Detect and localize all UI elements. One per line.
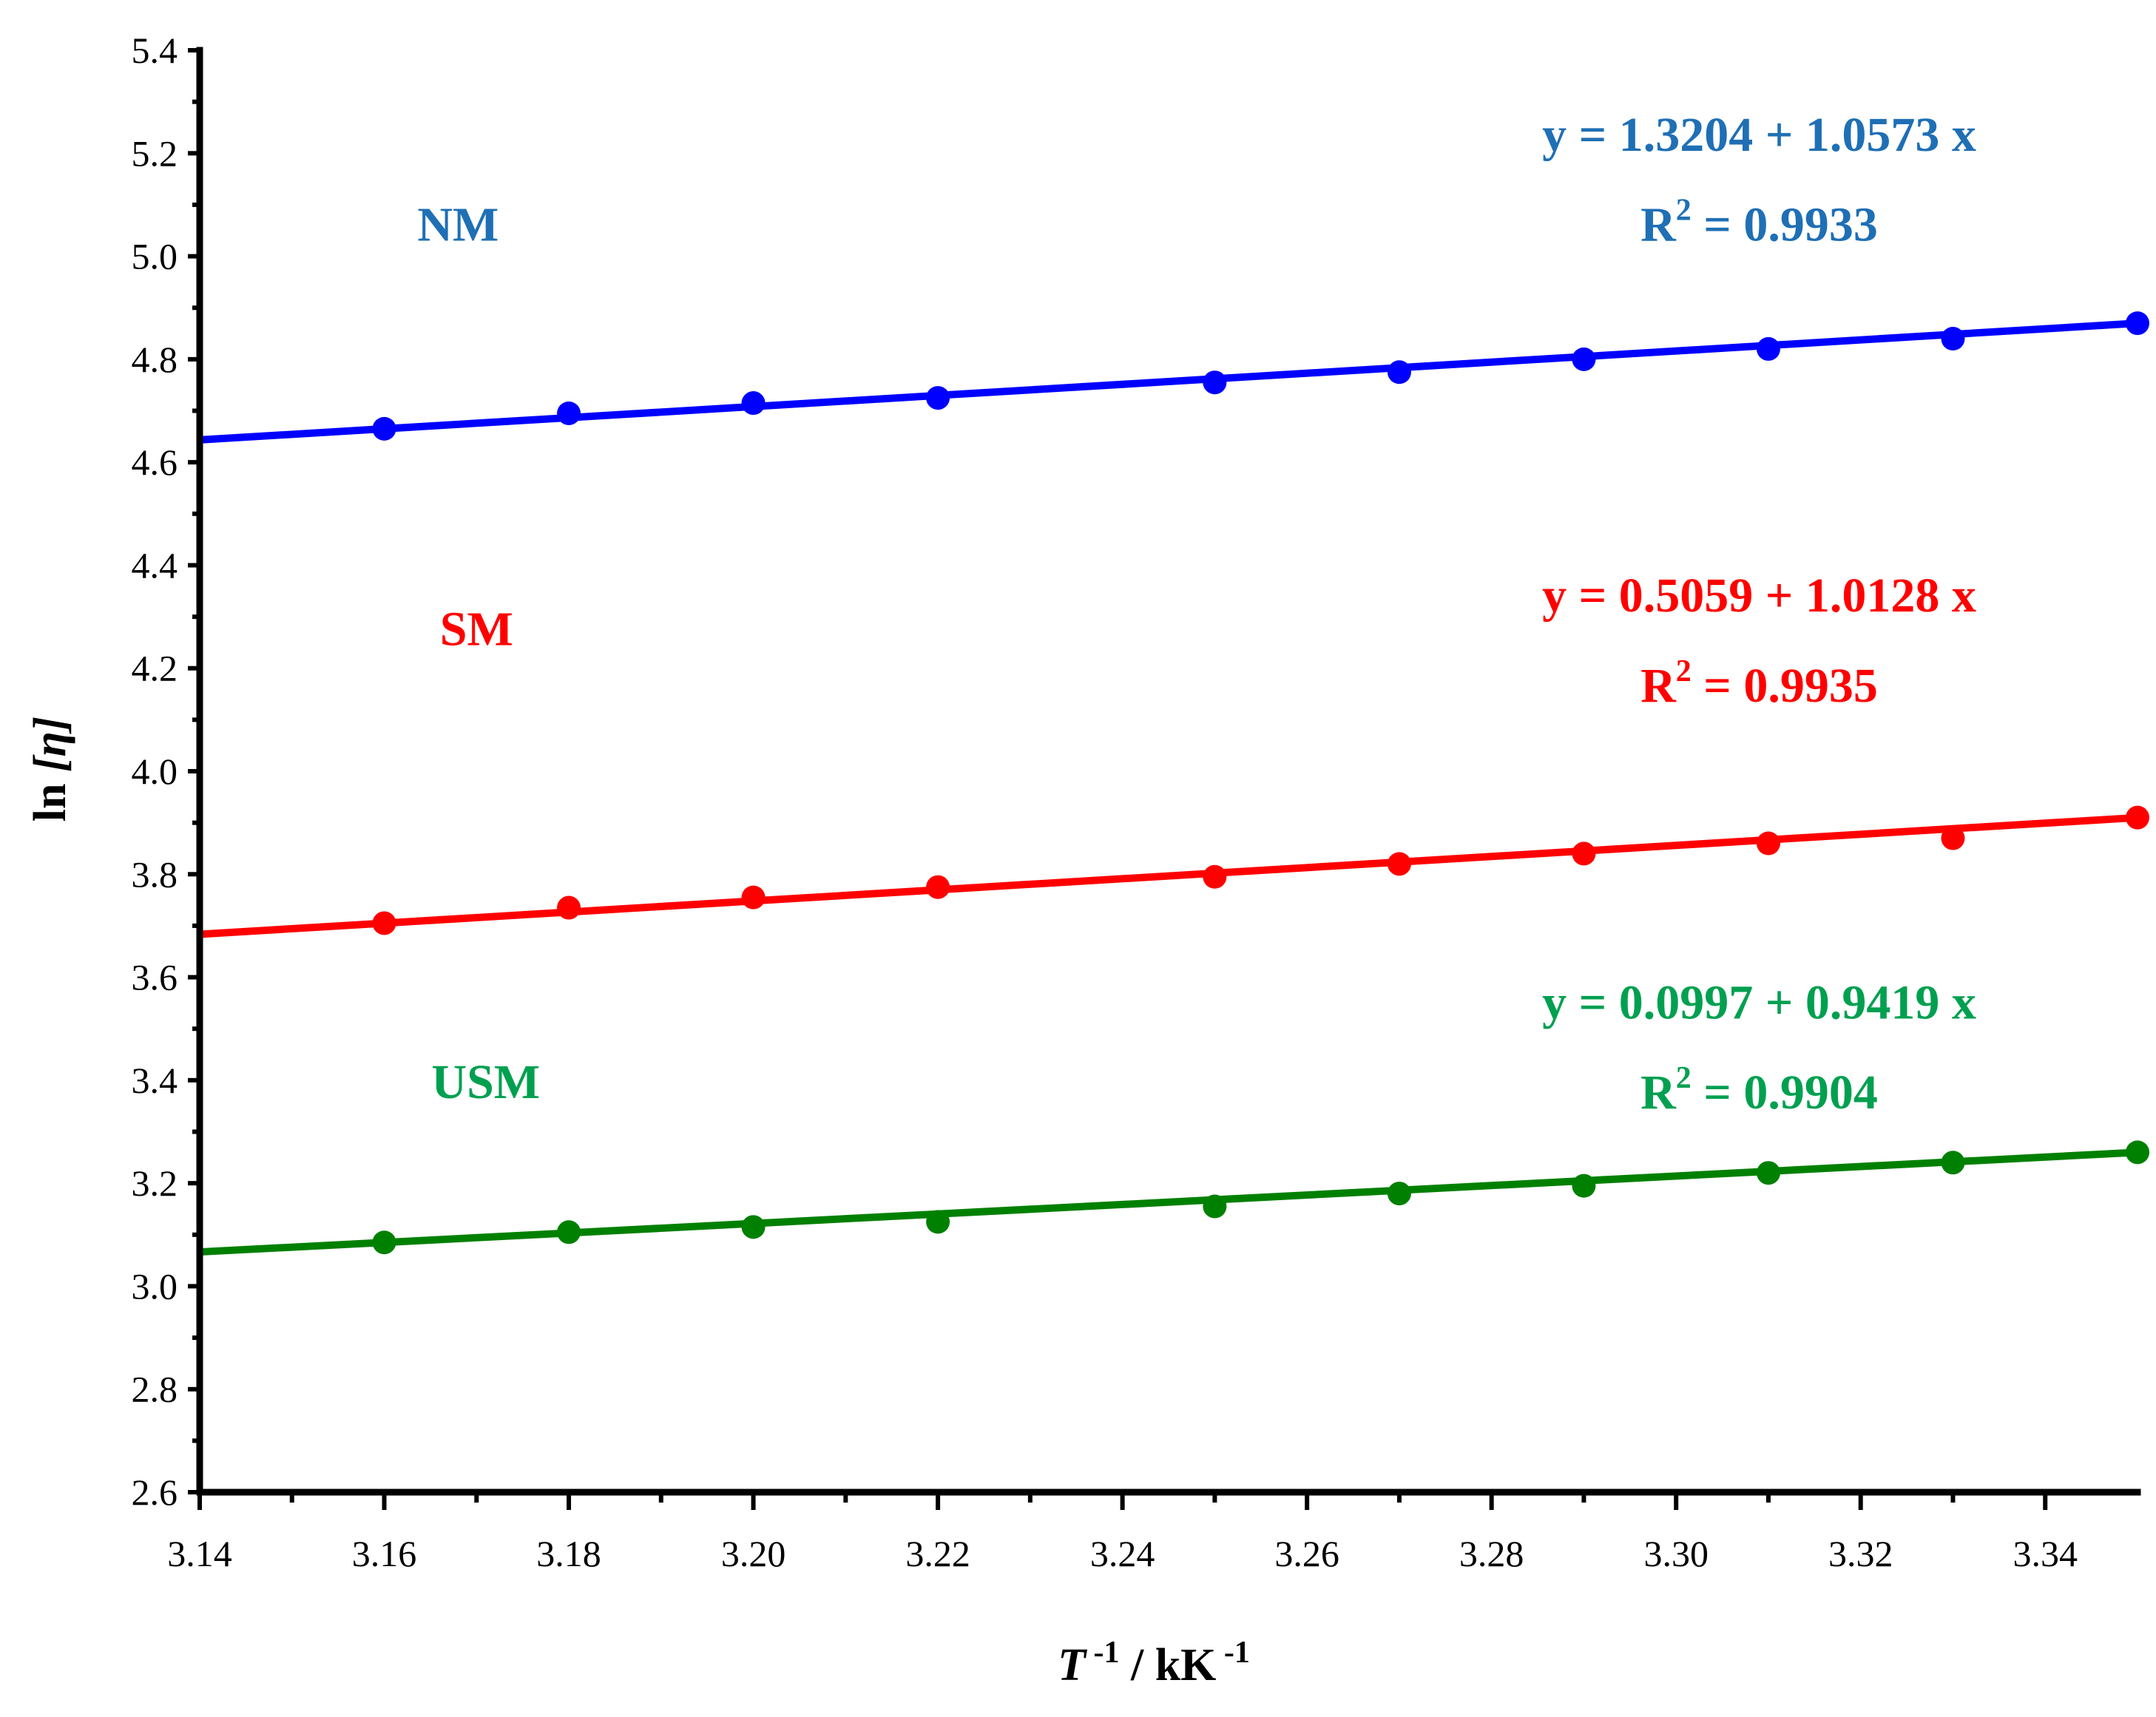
data-point-sm — [926, 875, 950, 899]
y-tick-label: 4.2 — [132, 648, 178, 689]
x-tick-label: 3.24 — [1090, 1533, 1155, 1574]
fit-line-nm — [199, 319, 2138, 444]
y-tick-label: 3.6 — [132, 957, 178, 998]
data-point-nm — [1572, 347, 1596, 371]
y-tick-label: 4.6 — [132, 441, 178, 483]
data-point-nm — [1203, 370, 1227, 395]
x-tick-label: 3.18 — [536, 1533, 601, 1574]
y-tick-label: 3.0 — [132, 1265, 178, 1307]
x-tick-label: 3.30 — [1643, 1533, 1709, 1574]
data-point-usm — [372, 1230, 396, 1255]
y-tick-label: 4.4 — [132, 544, 178, 586]
data-point-nm — [741, 391, 766, 416]
data-point-usm — [926, 1210, 950, 1234]
y-tick-label: 2.6 — [132, 1472, 178, 1513]
fit-lines — [199, 319, 2138, 1256]
y-tick-label: 4.0 — [132, 751, 178, 792]
data-points — [372, 311, 2149, 1255]
x-tick-label: 3.26 — [1274, 1533, 1339, 1574]
fit-line-usm — [199, 1148, 2138, 1256]
x-tick-label: 3.22 — [905, 1533, 970, 1574]
y-tick-label: 3.8 — [132, 853, 178, 895]
y-tick-label: 3.4 — [132, 1060, 178, 1101]
data-point-sm — [1387, 852, 1411, 876]
r-squared-sm: R2 = 0.9935 — [1640, 654, 1878, 713]
y-tick-label: 4.8 — [132, 339, 178, 380]
x-tick-label: 3.34 — [2013, 1533, 2078, 1574]
data-point-sm — [1756, 831, 1780, 856]
data-point-nm — [557, 401, 581, 425]
x-tick-label: 3.20 — [721, 1533, 786, 1574]
data-point-usm — [1756, 1161, 1780, 1185]
axes — [196, 47, 2141, 1496]
data-point-nm — [372, 416, 396, 441]
data-point-nm — [1756, 336, 1780, 361]
labels: NM y = 1.3204 + 1.0573 x R2 = 0.9933 SM y = … — [417, 108, 1976, 1120]
y-tick-label: 2.8 — [132, 1369, 178, 1410]
y-tick-label: 5.2 — [132, 132, 178, 174]
series-label-usm: USM — [431, 1055, 540, 1109]
x-axis-title: T -1 / kK -1 — [1058, 1636, 1250, 1690]
ticks: 3.14 3.16 3.18 3.20 3.22 3.24 3.26 3.28 3.30 3.32… — [132, 30, 2078, 1574]
data-point-usm — [1572, 1174, 1596, 1198]
x-tick-label: 3.16 — [352, 1533, 417, 1574]
y-axis-title: ln [η] — [25, 717, 75, 822]
data-point-usm — [1387, 1182, 1411, 1206]
data-point-sm — [557, 895, 581, 920]
data-point-nm — [1941, 327, 1965, 350]
data-point-sm — [1203, 864, 1227, 889]
data-point-sm — [2126, 805, 2149, 830]
r-squared-nm: R2 = 0.9933 — [1640, 194, 1878, 252]
data-point-nm — [2126, 311, 2149, 336]
equation-nm: y = 1.3204 + 1.0573 x — [1542, 108, 1976, 162]
data-point-sm — [741, 885, 766, 910]
data-point-sm — [1941, 826, 1965, 850]
data-point-usm — [741, 1215, 766, 1239]
data-point-sm — [1572, 841, 1596, 866]
data-point-usm — [1203, 1194, 1227, 1219]
x-tick-label: 3.28 — [1459, 1533, 1524, 1574]
data-point-usm — [557, 1220, 581, 1244]
data-point-nm — [1387, 360, 1411, 385]
x-tick-label: 3.32 — [1828, 1533, 1893, 1574]
r-squared-usm: R2 = 0.9904 — [1640, 1061, 1878, 1120]
y-tick-label: 5.4 — [132, 30, 178, 71]
data-point-nm — [926, 386, 950, 410]
equation-sm: y = 0.5059 + 1.0128 x — [1542, 569, 1976, 623]
equation-usm: y = 0.0997 + 0.9419 x — [1542, 975, 1976, 1029]
fit-line-sm — [199, 813, 2138, 938]
data-point-usm — [2126, 1140, 2149, 1165]
y-tick-label: 3.2 — [132, 1162, 178, 1204]
data-point-sm — [372, 911, 396, 935]
x-tick-label: 3.14 — [167, 1533, 232, 1574]
series-label-sm: SM — [440, 602, 513, 656]
series-label-nm: NM — [417, 198, 499, 252]
y-tick-label: 5.0 — [132, 236, 178, 277]
data-point-usm — [1941, 1151, 1965, 1175]
